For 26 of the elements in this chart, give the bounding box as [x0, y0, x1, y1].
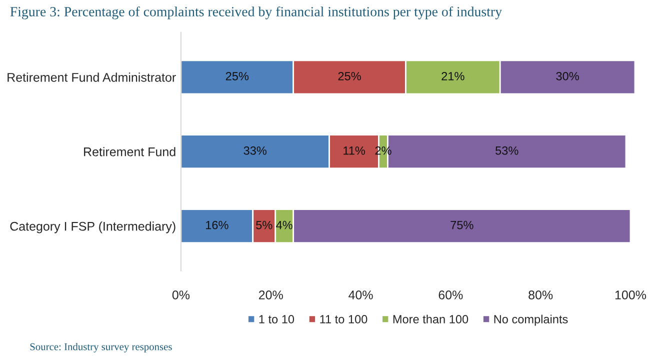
data-label: 25%	[338, 72, 361, 80]
x-tick-label: 80%	[528, 290, 553, 300]
chart-title: Figure 3: Percentage of complaints received by financial institutions per type of industry	[10, 6, 502, 20]
source-note: Source: Industry survey responses	[30, 342, 172, 352]
data-label: 53%	[496, 146, 518, 155]
x-tick-label: 60%	[438, 290, 463, 300]
legend-label: No complaints	[494, 314, 568, 326]
data-label: 5%	[256, 220, 272, 230]
data-label: 33%	[244, 146, 267, 155]
legend-label: 11 to 100	[320, 315, 368, 324]
data-label: 21%	[442, 72, 464, 80]
data-label: 16%	[206, 220, 228, 230]
y-tick-label: Retirement Fund	[84, 147, 176, 156]
data-label: 30%	[556, 72, 579, 80]
data-label: 4%	[276, 220, 292, 230]
y-tick-label: Retirement Fund Administrator	[8, 72, 176, 82]
x-tick-label: 40%	[348, 290, 373, 300]
y-tick-label: Category I FSP (Intermediary)	[10, 222, 176, 234]
data-label: 11%	[344, 146, 365, 155]
x-tick-label: 20%	[258, 290, 283, 300]
legend-label: 1 to 10	[259, 315, 294, 324]
data-label: 25%	[226, 72, 249, 80]
x-tick-label: 100%	[615, 290, 646, 300]
x-tick-label: 0%	[172, 290, 190, 300]
legend-label: More than 100	[393, 314, 468, 324]
data-label: 75%	[450, 220, 474, 230]
